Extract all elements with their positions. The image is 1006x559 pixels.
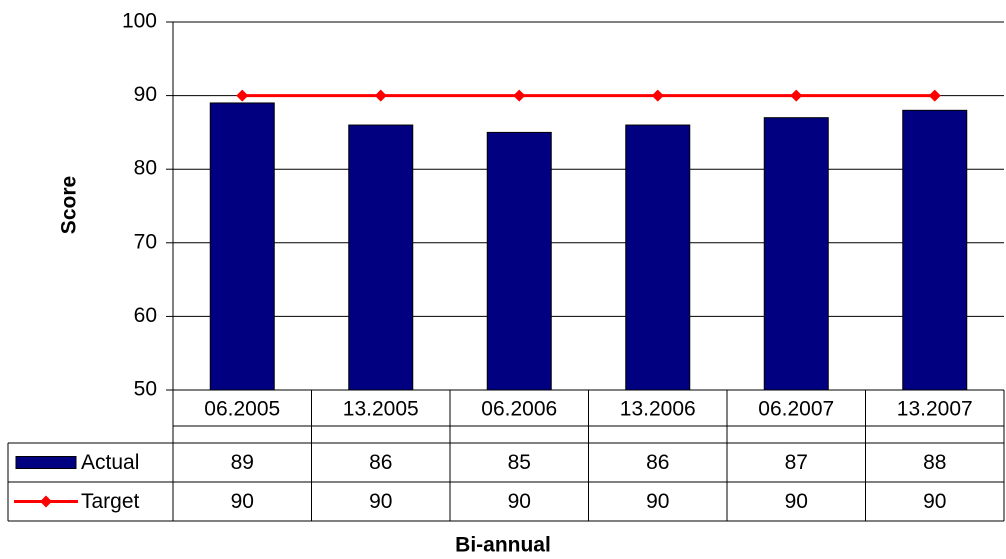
table-value: 90 (369, 490, 392, 513)
table-value: 90 (508, 490, 531, 513)
bar (625, 124, 691, 391)
y-tick-label: 90 (134, 83, 157, 106)
table-value: 90 (923, 490, 946, 513)
marker (651, 89, 664, 102)
y-tick-label: 60 (134, 304, 157, 327)
x-tick-label: 13.2005 (343, 398, 419, 421)
table-value: 87 (785, 451, 808, 474)
marker (928, 89, 941, 102)
marker (374, 89, 387, 102)
bar (486, 131, 552, 391)
y-tick-label: 50 (134, 378, 157, 401)
x-tick-label: 13.2007 (897, 398, 973, 421)
y-tick-label: 70 (134, 230, 157, 253)
table-value: 86 (369, 451, 392, 474)
y-tick-label: 80 (134, 157, 157, 180)
marker (513, 89, 526, 102)
bar (763, 117, 829, 391)
legend-key (15, 456, 77, 469)
legend-key (40, 495, 52, 508)
y-tick-label: 100 (122, 10, 157, 33)
table-value: 89 (231, 451, 254, 474)
x-tick-label: 13.2006 (620, 398, 696, 421)
bar (348, 124, 414, 391)
bar (902, 109, 968, 391)
marker (236, 89, 249, 102)
x-tick-label: 06.2006 (481, 398, 557, 421)
x-tick-label: 06.2005 (204, 398, 280, 421)
marker (790, 89, 803, 102)
table-value: 86 (646, 451, 669, 474)
table-value: 90 (785, 490, 808, 513)
legend-label: Actual (81, 451, 139, 474)
x-tick-label: 06.2007 (758, 398, 834, 421)
legend-label: Target (81, 490, 140, 513)
table-value: 90 (231, 490, 254, 513)
bar (209, 102, 275, 391)
x-axis-title: Bi-annual (455, 534, 551, 557)
y-axis-title: Score (58, 176, 81, 234)
table-value: 85 (508, 451, 531, 474)
table-value: 90 (646, 490, 669, 513)
table-value: 88 (923, 451, 946, 474)
